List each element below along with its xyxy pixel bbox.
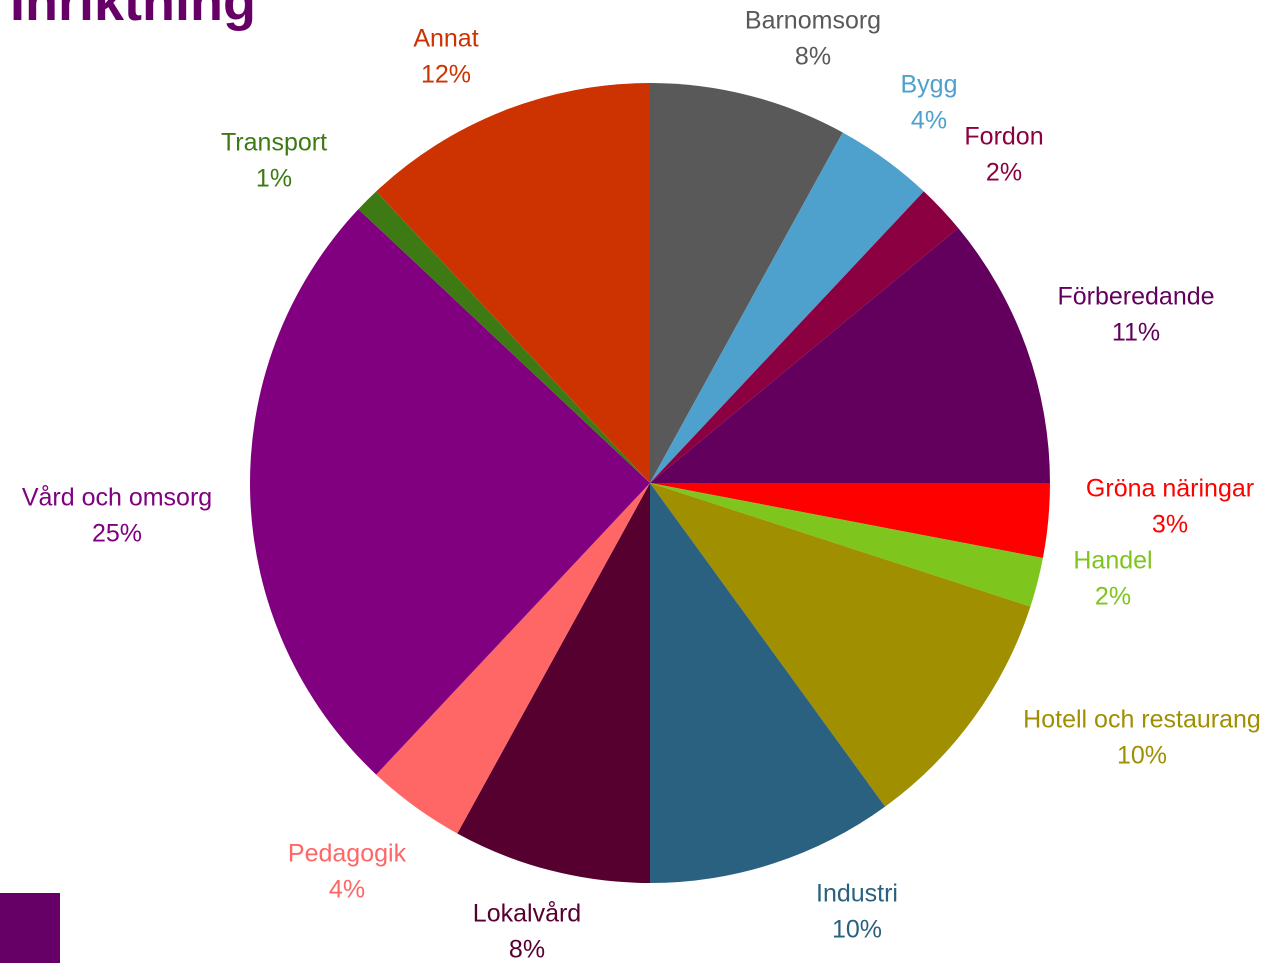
slice-value: 12% [421, 61, 471, 89]
slice-value: 8% [795, 43, 831, 71]
slice-label: Lokalvård [473, 900, 581, 928]
slice-value: 10% [1117, 742, 1167, 770]
pie-slice [358, 191, 650, 484]
pie-slice [650, 483, 886, 883]
slice-value: 1% [256, 165, 292, 193]
pie-slice [650, 483, 1043, 607]
slice-value: 8% [509, 936, 545, 963]
slice-value: 10% [832, 916, 882, 944]
slice-label: Bygg [901, 71, 958, 99]
pie-slice [457, 483, 650, 883]
pie-slice [650, 483, 1051, 558]
slice-value: 4% [911, 107, 947, 135]
slice-value: 2% [1095, 583, 1131, 611]
pie-slice [249, 209, 650, 775]
slice-label: Barnomsorg [745, 7, 881, 35]
slice-label: Fordon [964, 123, 1043, 151]
slice-label: Gröna näringar [1086, 475, 1254, 503]
pie-slice [650, 483, 1031, 807]
pie-slice [650, 228, 1050, 483]
slice-label: Annat [413, 25, 478, 53]
slice-label: Vård och omsorg [22, 484, 212, 512]
slice-label: Pedagogik [288, 840, 407, 868]
slice-label: Handel [1073, 547, 1152, 575]
slice-label: Hotell och restaurang [1023, 706, 1261, 734]
slice-value: 11% [1112, 319, 1160, 347]
pie-slice [650, 132, 924, 483]
slice-value: 3% [1152, 511, 1188, 539]
slice-value: 4% [329, 876, 365, 904]
slice-label: Transport [221, 129, 327, 157]
slice-value: 2% [986, 159, 1022, 187]
pie-slice [376, 83, 650, 483]
pie-slice [650, 83, 843, 483]
slice-label: Förberedande [1057, 283, 1214, 311]
pie-slice [376, 483, 650, 834]
slice-value: 25% [92, 520, 142, 548]
slice-label: Industri [816, 880, 898, 908]
pie-slice [650, 191, 959, 484]
logo [0, 893, 60, 963]
chart-title: Inriktning [10, 0, 256, 32]
